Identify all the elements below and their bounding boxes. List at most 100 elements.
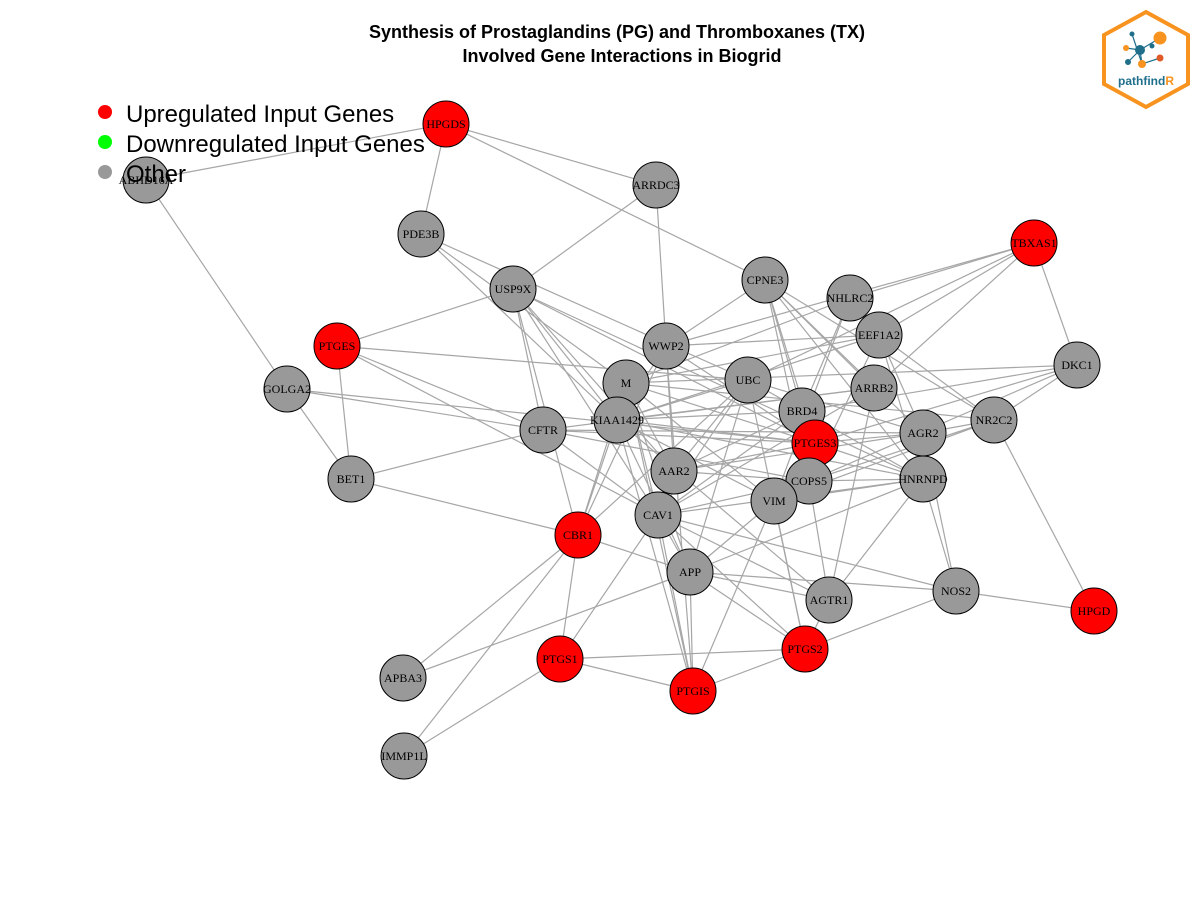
node-circle-vim bbox=[750, 477, 798, 525]
node-label-eef1a2: EEF1A2 bbox=[858, 328, 900, 342]
edge-cav1-nos2 bbox=[657, 514, 957, 592]
node-arrdc3: ARRDC3 bbox=[632, 161, 680, 209]
node-label-arrdc3: ARRDC3 bbox=[632, 178, 679, 192]
node-label-agtr1: AGTR1 bbox=[810, 593, 849, 607]
edge-vim-ptgis bbox=[692, 500, 775, 692]
node-circle-cftr bbox=[519, 406, 567, 454]
edge-cav1-ptgs2 bbox=[657, 514, 806, 650]
node-label-arrb2: ARRB2 bbox=[855, 381, 894, 395]
node-cav1: CAV1 bbox=[634, 491, 682, 539]
node-label-dkc1: DKC1 bbox=[1061, 358, 1092, 372]
node-label-app: APP bbox=[679, 565, 701, 579]
node-circle-ptgis bbox=[669, 667, 717, 715]
node-circle-cbr1 bbox=[554, 511, 602, 559]
legend-marker-other bbox=[98, 165, 112, 179]
node-circle-eef1a2 bbox=[855, 311, 903, 359]
edge-cftr-ptges3 bbox=[542, 429, 816, 444]
edge-vim-ptgs2 bbox=[773, 500, 806, 650]
node-cbr1: CBR1 bbox=[554, 511, 602, 559]
legend-item-downregulated: Downregulated Input Genes bbox=[98, 131, 425, 158]
edge-nr2c2-cops5 bbox=[808, 419, 995, 482]
node-ptgis: PTGIS bbox=[669, 667, 717, 715]
edge-cbr1-apba3 bbox=[402, 534, 579, 679]
node-app: APP bbox=[666, 548, 714, 596]
node-circle-immp1l bbox=[380, 732, 428, 780]
node-label-bet1: BET1 bbox=[337, 472, 366, 486]
edge-cpne3-arrb2 bbox=[764, 279, 875, 389]
node-label-cpne3: CPNE3 bbox=[747, 273, 784, 287]
node-wwp2: WWP2 bbox=[642, 322, 690, 370]
legend-item-other: Other bbox=[98, 161, 186, 188]
edge-nos2-ptgs2 bbox=[804, 590, 957, 650]
node-circle-nhlrc2 bbox=[826, 274, 874, 322]
edge-dkc1-brd4 bbox=[801, 364, 1078, 412]
node-label-cops5: COPS5 bbox=[791, 474, 827, 488]
node-agr2: AGR2 bbox=[899, 409, 947, 457]
node-circle-hpgd bbox=[1070, 587, 1118, 635]
pathfindr-logo: pathfindR bbox=[1102, 9, 1190, 110]
node-hpgds: HPGDS bbox=[422, 100, 470, 148]
node-aar2: AAR2 bbox=[650, 447, 698, 495]
edge-hpgds-arrdc3 bbox=[445, 123, 657, 186]
node-ubc: UBC bbox=[724, 356, 772, 404]
node-ptges: PTGES bbox=[313, 322, 361, 370]
edge-ptges-ubc bbox=[336, 345, 749, 381]
node-circle-abhd16a bbox=[122, 156, 170, 204]
edge-tbxas1-arrb2 bbox=[873, 242, 1035, 389]
node-circle-ptgs1 bbox=[536, 635, 584, 683]
node-label-ptgis: PTGIS bbox=[676, 684, 709, 698]
legend-marker-up bbox=[98, 105, 112, 119]
edge-hpgds-abhd16a bbox=[145, 123, 447, 181]
node-circle-app bbox=[666, 548, 714, 596]
edge-hpgds-cpne3 bbox=[445, 123, 766, 281]
node-circle-golga2 bbox=[263, 365, 311, 413]
edge-dkc1-m bbox=[625, 364, 1078, 384]
edge-cav1-ptgs1 bbox=[559, 514, 659, 660]
node-apba3: APBA3 bbox=[379, 654, 427, 702]
node-label-golga2: GOLGA2 bbox=[263, 382, 311, 396]
node-circle-kiaa1429 bbox=[593, 396, 641, 444]
edge-usp9x-cftr bbox=[512, 288, 544, 431]
edge-eef1a2-nr2c2 bbox=[878, 334, 995, 421]
node-hpgd: HPGD bbox=[1070, 587, 1118, 635]
node-label-ptgs1: PTGS1 bbox=[542, 652, 577, 666]
node-label-abhd16a: ABHD16A bbox=[119, 173, 174, 187]
edge-usp9x-ptges bbox=[336, 288, 514, 347]
node-label-agr2: AGR2 bbox=[907, 426, 938, 440]
edge-kiaa1429-hnrnpd bbox=[616, 419, 924, 480]
node-circle-hnrnpd bbox=[899, 455, 947, 503]
node-label-cav1: CAV1 bbox=[643, 508, 673, 522]
node-circle-cpne3 bbox=[741, 256, 789, 304]
edge-tbxas1-eef1a2 bbox=[878, 242, 1035, 336]
node-label-vim: VIM bbox=[762, 494, 786, 508]
edge-dkc1-ptges3 bbox=[814, 364, 1078, 444]
node-label-hpgd: HPGD bbox=[1078, 604, 1111, 618]
node-circle-arrb2 bbox=[850, 364, 898, 412]
node-circle-ptgs2 bbox=[781, 625, 829, 673]
node-circle-dkc1 bbox=[1053, 341, 1101, 389]
edge-m-vim bbox=[625, 382, 775, 502]
node-label-hnrnpd: HNRNPD bbox=[898, 472, 948, 486]
node-circle-tbxas1 bbox=[1010, 219, 1058, 267]
logo-text: pathfindR bbox=[1118, 74, 1174, 88]
node-label-apba3: APBA3 bbox=[384, 671, 422, 685]
edge-arrb2-agtr1 bbox=[828, 387, 875, 601]
node-pde3b: PDE3B bbox=[397, 210, 445, 258]
node-label-kiaa1429: KIAA1429 bbox=[590, 413, 644, 427]
node-label-ubc: UBC bbox=[736, 373, 761, 387]
node-ptgs1: PTGS1 bbox=[536, 635, 584, 683]
legend-marker-down bbox=[98, 135, 112, 149]
node-vim: VIM bbox=[750, 477, 798, 525]
node-cftr: CFTR bbox=[519, 406, 567, 454]
node-label-pde3b: PDE3B bbox=[403, 227, 440, 241]
edge-ptges-cav1 bbox=[336, 345, 659, 516]
edge-usp9x-aar2 bbox=[512, 288, 675, 472]
node-label-usp9x: USP9X bbox=[495, 282, 532, 296]
edge-usp9x-kiaa1429 bbox=[512, 288, 618, 421]
legend: Upregulated Input Genes Downregulated In… bbox=[98, 101, 425, 188]
node-circle-ptges bbox=[313, 322, 361, 370]
logo-network-icon bbox=[1123, 31, 1167, 68]
node-abhd16a: ABHD16A bbox=[119, 156, 174, 204]
edge-nr2c2-hpgd bbox=[993, 419, 1095, 612]
edge-pde3b-ubc bbox=[420, 233, 749, 381]
